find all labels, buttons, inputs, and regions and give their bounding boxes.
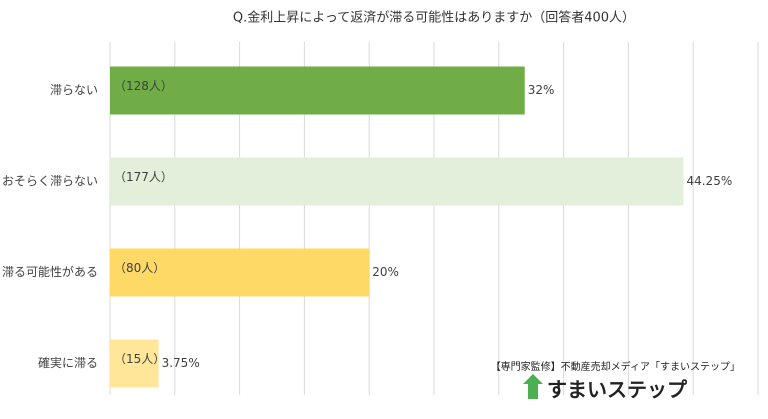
value-label: 20%	[372, 265, 399, 279]
y-tick-label: 滞らない	[50, 83, 98, 97]
logo-icon	[523, 374, 543, 399]
y-tick-label: 確実に滞る	[38, 355, 98, 370]
chart-title: Q.金利上昇によって返済が滞る可能性はありますか（回答者400人）	[233, 10, 635, 26]
value-label: 32%	[528, 83, 555, 97]
value-label: 3.75%	[162, 356, 200, 370]
credit: 【専門家監修】不動産売却メディア「すまいステップ」	[491, 360, 740, 373]
logo: すまいステップ	[547, 378, 688, 402]
value-label: 44.25%	[686, 174, 732, 188]
count-label: （15人）	[114, 352, 165, 366]
count-label: （177人）	[114, 170, 173, 184]
y-tick-label: おそらく滞らない	[2, 174, 98, 188]
bar	[110, 66, 525, 115]
bar	[110, 157, 684, 206]
bar	[110, 248, 370, 297]
bar	[110, 339, 159, 388]
y-tick-label: 滞る可能性がある	[2, 264, 98, 279]
bars	[110, 66, 684, 388]
count-label: （80人）	[114, 261, 165, 275]
count-label: （128人）	[114, 79, 173, 93]
